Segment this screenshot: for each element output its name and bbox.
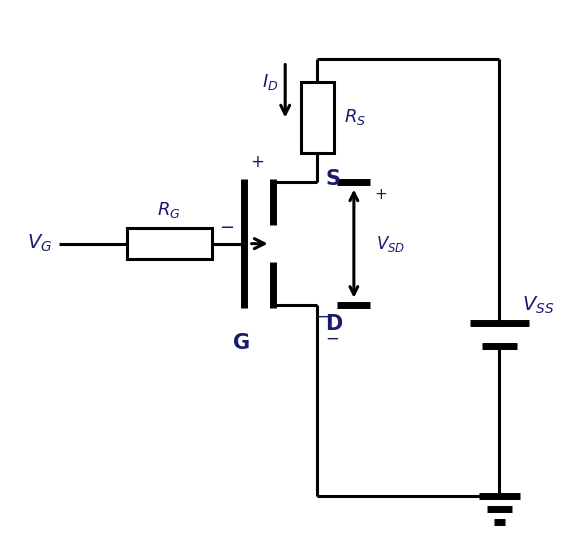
Text: $\mathbf{S}$: $\mathbf{S}$ <box>325 169 340 189</box>
Text: $\mathbf{D}$: $\mathbf{D}$ <box>325 314 343 334</box>
Text: $V_G$: $V_G$ <box>27 233 52 254</box>
Text: $+$: $+$ <box>375 187 387 203</box>
Text: $R_G$: $R_G$ <box>158 200 181 219</box>
Bar <box>301 82 333 153</box>
Text: $I_D$: $I_D$ <box>262 72 278 92</box>
Text: $\mathbf{G}$: $\mathbf{G}$ <box>232 334 250 353</box>
Text: $V_{SD}$: $V_{SD}$ <box>376 234 405 254</box>
Text: $-$: $-$ <box>315 307 329 325</box>
Text: $-$: $-$ <box>219 217 234 235</box>
Text: $+$: $+$ <box>250 153 264 171</box>
Bar <box>126 228 212 259</box>
Text: $V_{SS}$: $V_{SS}$ <box>522 295 554 316</box>
Text: $R_S$: $R_S$ <box>344 108 366 127</box>
Text: $-$: $-$ <box>325 329 339 347</box>
